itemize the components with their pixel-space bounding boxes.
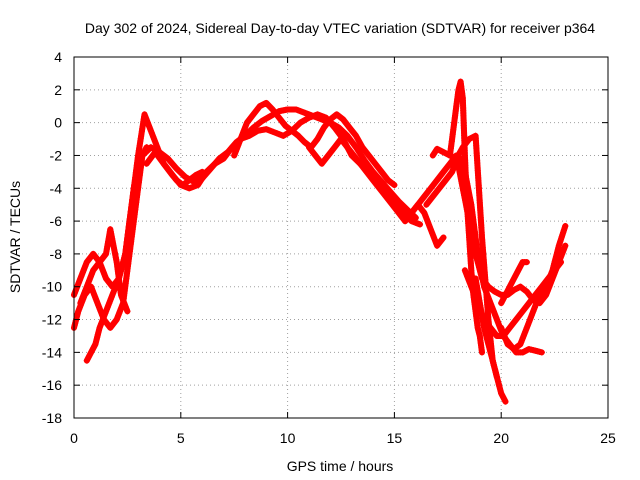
grid — [74, 57, 608, 418]
series-track-4 — [77, 226, 131, 315]
y-tick-label: -14 — [42, 344, 62, 360]
y-tick-label: -16 — [42, 377, 62, 393]
series-track-16 — [429, 132, 500, 380]
x-tick-label: 5 — [177, 430, 185, 446]
x-tick-label: 0 — [70, 430, 78, 446]
x-tick-label: 25 — [600, 430, 616, 446]
series-track-3 — [83, 160, 142, 364]
y-tick-label: -10 — [42, 279, 62, 295]
series-track-14 — [498, 223, 569, 353]
data-point — [523, 259, 530, 266]
data-point — [562, 242, 569, 249]
data-point — [417, 221, 424, 228]
y-axis-label: SDTVAR / TECUs — [7, 181, 23, 293]
series-track-8 — [305, 136, 447, 249]
data-point — [562, 223, 569, 230]
data-point — [135, 160, 142, 167]
x-axis-label: GPS time / hours — [287, 458, 394, 474]
x-tick-label: 10 — [280, 430, 296, 446]
x-tick-label: 15 — [387, 430, 403, 446]
y-tick-label: -8 — [50, 246, 63, 262]
series-track-15 — [498, 259, 530, 307]
chart-title: Day 302 of 2024, Sidereal Day-to-day VTE… — [85, 20, 595, 36]
series-group — [71, 78, 569, 405]
series-track-11 — [446, 78, 485, 356]
y-tick-label: -6 — [50, 213, 63, 229]
data-point — [124, 308, 131, 315]
y-tick-label: -4 — [50, 180, 63, 196]
y-tick-label: -2 — [50, 147, 63, 163]
data-point — [440, 234, 447, 241]
y-tick-label: 4 — [54, 49, 62, 65]
plot-frame — [73, 56, 609, 419]
data-point — [502, 398, 509, 405]
data-point — [538, 349, 545, 356]
data-point — [478, 349, 485, 356]
axis-ticks: 0 5 10 15 20 25 -18 -16 -14 -12 -10 -8 -6 -4 -2 0 2 4 — [42, 49, 616, 446]
x-tick-label: 20 — [493, 430, 509, 446]
y-tick-label: 2 — [54, 82, 62, 98]
y-tick-label: 0 — [54, 115, 62, 131]
data-point — [493, 373, 500, 380]
data-point — [391, 181, 398, 188]
y-tick-label: -18 — [42, 410, 62, 426]
y-tick-label: -12 — [42, 312, 62, 328]
data-point — [558, 259, 565, 266]
